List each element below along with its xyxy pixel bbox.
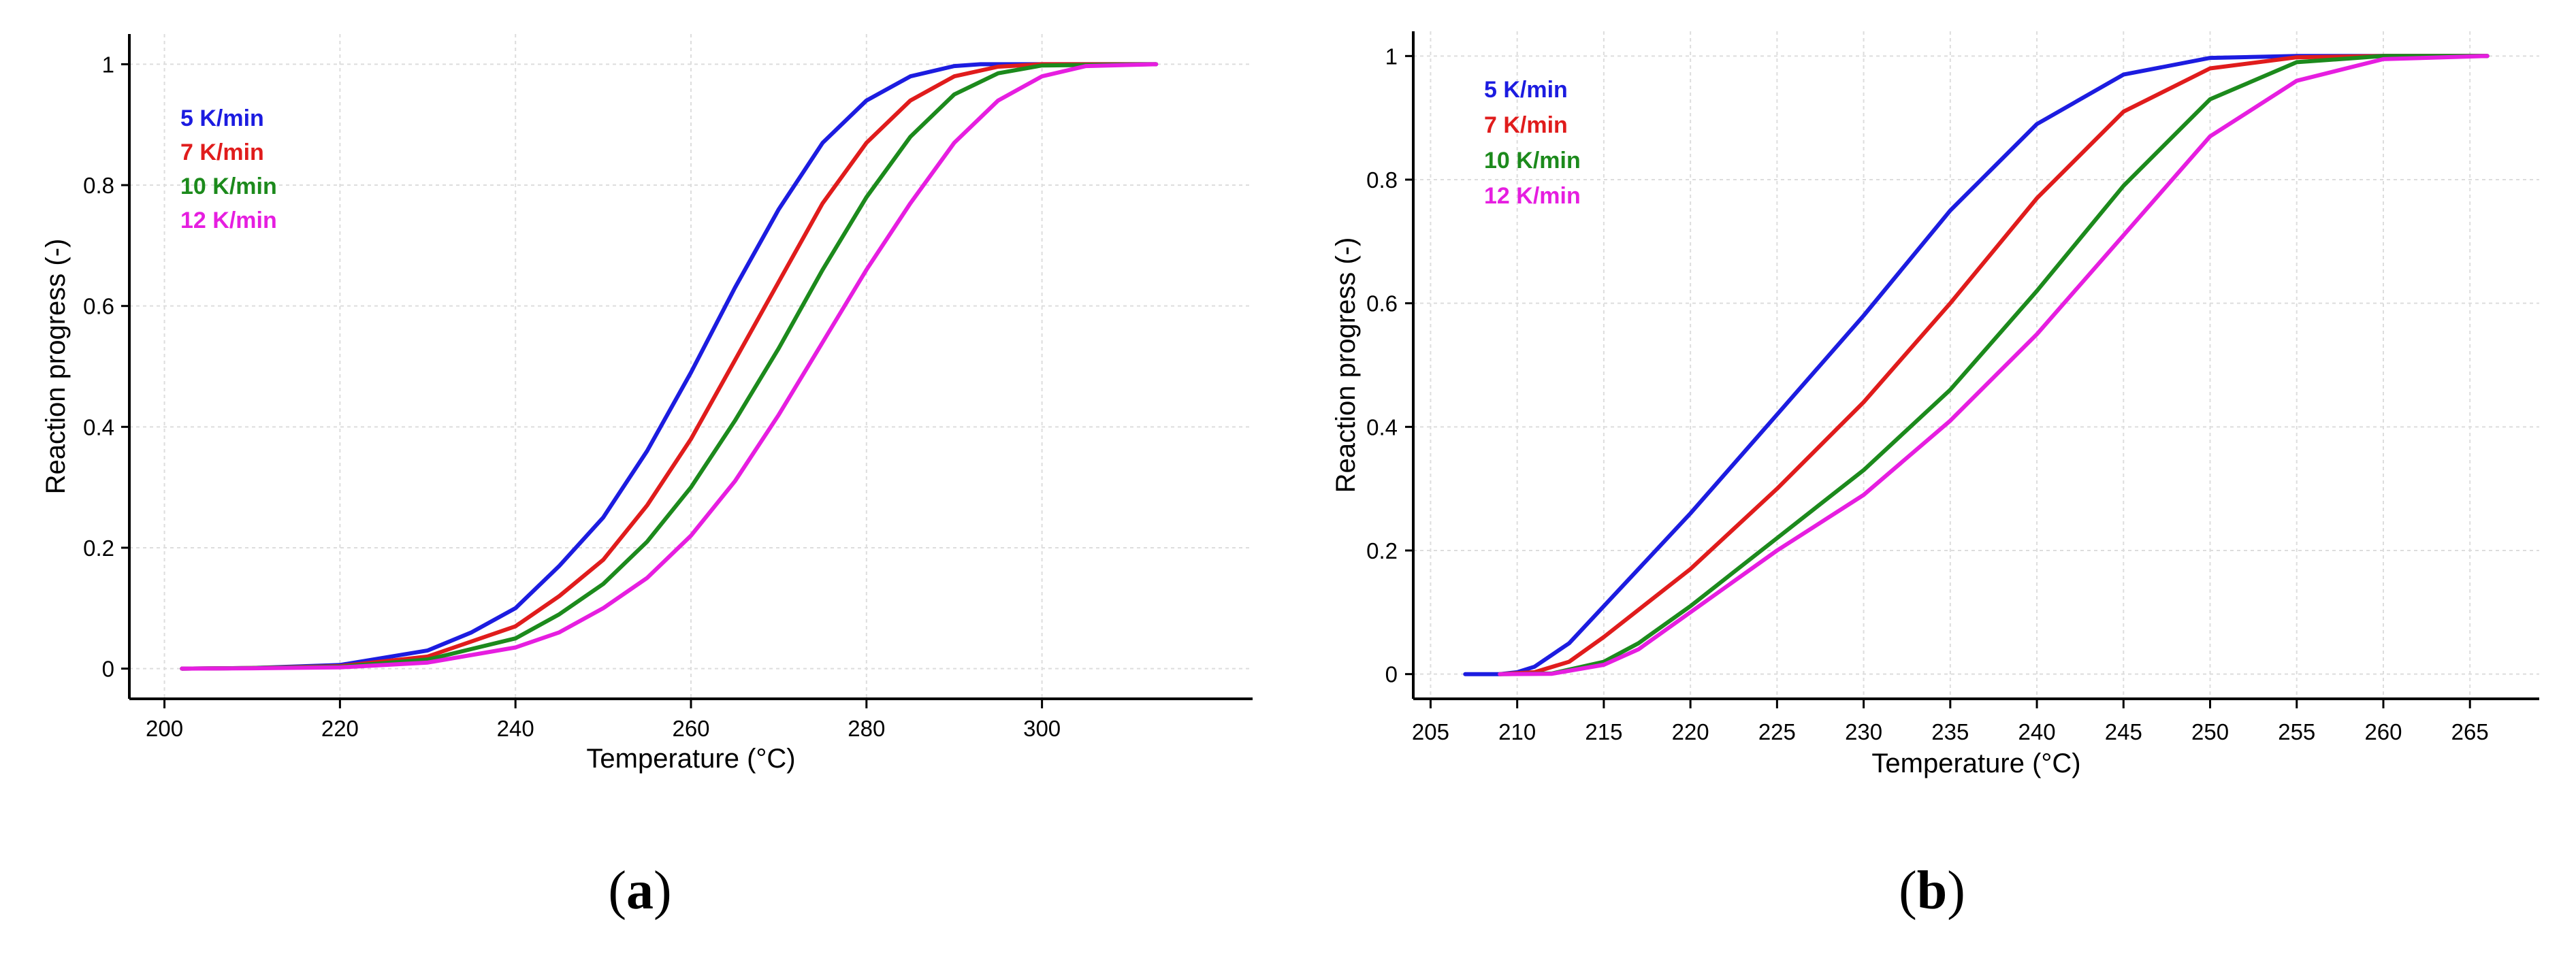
x-axis-label: Temperature (°C) [1871, 749, 2080, 778]
series-line [180, 62, 1159, 671]
y-tick-label: 0.6 [83, 294, 114, 319]
x-tick-label: 210 [1498, 719, 1536, 744]
x-tick-label: 220 [1672, 719, 1709, 744]
x-tick-label: 215 [1585, 719, 1622, 744]
x-tick-label: 230 [1845, 719, 1882, 744]
y-axis-label: Reaction progress (-) [41, 239, 71, 495]
legend-entry: 7 K/min [1484, 112, 1568, 138]
x-tick-label: 205 [1412, 719, 1449, 744]
series-line [1498, 54, 2490, 676]
legend-entry: 12 K/min [180, 208, 277, 233]
caption-paren-close: ) [654, 861, 672, 921]
x-tick-label: 235 [1931, 719, 1969, 744]
y-tick-label: 0.6 [1366, 291, 1398, 316]
y-axis-label: Reaction progress (-) [1331, 237, 1361, 493]
legend-entry: 12 K/min [1484, 183, 1581, 209]
legend-entry: 10 K/min [1484, 148, 1581, 174]
caption-paren-close: ) [1947, 861, 1965, 921]
y-tick-label: 0.4 [1366, 414, 1398, 440]
series-line [180, 62, 1159, 671]
series-line [1463, 54, 2490, 676]
caption-letter: b [1917, 861, 1948, 921]
y-tick-label: 0.2 [83, 536, 114, 561]
x-tick-label: 260 [2364, 719, 2402, 744]
x-tick-label: 260 [672, 716, 709, 741]
series-line [180, 62, 1159, 671]
x-tick-label: 240 [497, 716, 534, 741]
x-tick-label: 255 [2278, 719, 2315, 744]
x-axis-label: Temperature (°C) [586, 744, 795, 774]
y-tick-label: 1 [102, 52, 114, 77]
series-line [1498, 54, 2490, 676]
y-tick-label: 0.8 [1366, 167, 1398, 193]
y-tick-label: 1 [1385, 44, 1398, 69]
caption-paren-open: ( [1899, 861, 1917, 921]
y-tick-label: 0 [1385, 662, 1398, 687]
series-line [180, 62, 1159, 671]
x-tick-label: 245 [2105, 719, 2142, 744]
legend-entry: 5 K/min [1484, 77, 1568, 103]
y-tick-label: 0.4 [83, 414, 114, 440]
legend-entry: 10 K/min [180, 174, 277, 199]
caption-paren-open: ( [608, 861, 626, 921]
y-tick-label: 0.2 [1366, 538, 1398, 563]
caption-letter: a [626, 861, 654, 921]
y-tick-label: 0.8 [83, 173, 114, 198]
series-line [1498, 54, 2490, 676]
x-tick-label: 250 [2191, 719, 2229, 744]
panel-a: 200 220 240 260 280 300 0 0.2 0.4 0.6 0.8 1 Temperat… [41, 34, 1253, 921]
x-tick-label: 300 [1023, 716, 1061, 741]
panel-caption: (a) [608, 861, 671, 921]
legend-entry: 5 K/min [180, 105, 264, 131]
x-tick-label: 265 [2451, 719, 2489, 744]
panel-caption: (b) [1899, 861, 1965, 921]
legend-entry: 7 K/min [180, 139, 264, 165]
y-tick-label: 0 [102, 657, 114, 682]
x-tick-label: 200 [146, 716, 183, 741]
x-tick-label: 220 [321, 716, 359, 741]
x-tick-label: 280 [848, 716, 885, 741]
x-tick-label: 225 [1758, 719, 1796, 744]
panel-b: 205 210 215 220 225 230 235 240 245 250 255 260 265 0… [1331, 31, 2539, 921]
x-tick-label: 240 [2018, 719, 2056, 744]
